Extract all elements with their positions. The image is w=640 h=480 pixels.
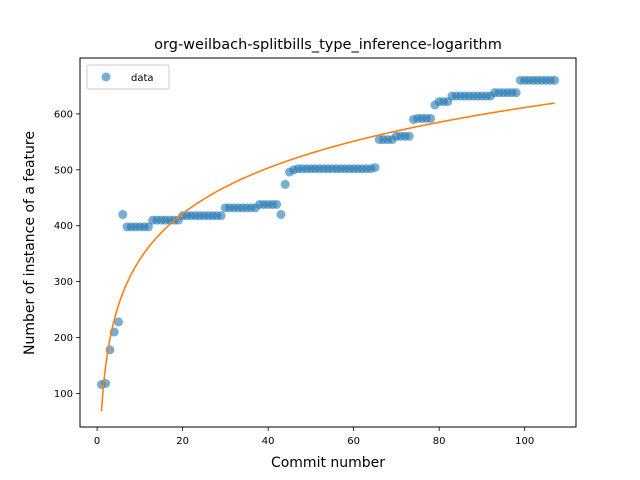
y-tick-label: 300 [54, 277, 73, 288]
y-axis: 100 200 300 400 500 600 [54, 109, 80, 400]
y-tick-label: 200 [54, 333, 73, 344]
legend-label-data: data [131, 73, 154, 84]
data-point [426, 113, 436, 123]
data-point [113, 317, 123, 327]
x-tick-label: 80 [433, 436, 446, 447]
y-tick-label: 600 [54, 109, 73, 120]
y-tick-label: 500 [54, 165, 73, 176]
legend: data [86, 64, 170, 90]
legend-marker-data [101, 72, 111, 82]
data-point [272, 199, 282, 209]
x-axis-label: Commit number [271, 455, 385, 471]
data-point [276, 210, 286, 220]
chart-title: org-weilbach-splitbills_type_inference-l… [154, 37, 502, 53]
y-tick-label: 400 [54, 221, 73, 232]
axes-frame [79, 57, 577, 428]
y-axis-label: Number of instance of a feature [22, 131, 38, 355]
data-point [404, 131, 414, 141]
data-point [511, 88, 521, 98]
data-point [550, 75, 560, 85]
fit-line [100, 102, 555, 412]
x-tick-label: 60 [347, 436, 360, 447]
y-tick-label: 100 [54, 389, 73, 400]
data-point [216, 211, 226, 221]
x-tick-label: 20 [176, 436, 189, 447]
legend-box [86, 64, 170, 90]
data-point [280, 179, 290, 189]
data-marks [96, 75, 560, 412]
x-tick-label: 40 [262, 436, 275, 447]
x-axis: 0 20 40 60 80 100 [94, 427, 534, 447]
data-point [143, 222, 153, 232]
data-point [101, 378, 111, 388]
data-point [118, 210, 128, 220]
x-tick-label: 100 [515, 436, 534, 447]
data-point [370, 163, 380, 173]
x-tick-label: 0 [94, 436, 100, 447]
